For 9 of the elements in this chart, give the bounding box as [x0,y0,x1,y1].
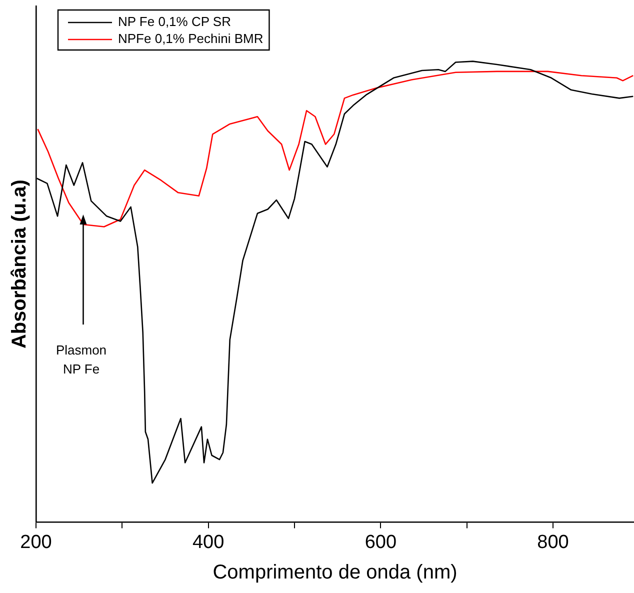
x-tick-label: 600 [364,532,397,553]
x-tick-label: 400 [192,532,224,553]
legend-label: NPFe 0,1% Pechini BMR [118,31,264,46]
annotation: Plasmon NP Fe [56,342,107,377]
legend-label: NP Fe 0,1% CP SR [118,14,231,30]
x-axis-title: Comprimento de onda (nm) [212,562,458,584]
y-axis-title: Absorbância (u.a) [8,180,31,349]
x-tick-label: 200 [20,532,52,553]
x-tick-label: 800 [537,532,569,553]
